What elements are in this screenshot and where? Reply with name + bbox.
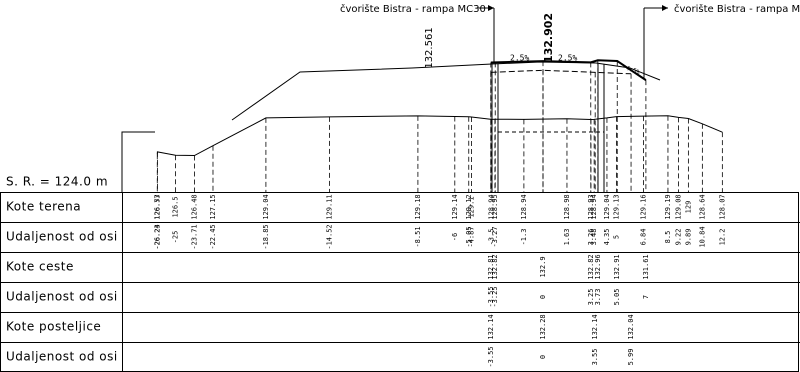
subgrade-levels: 132.14 (591, 314, 599, 339)
row-label: Kote ceste (6, 260, 74, 274)
row-label: Udaljenost od osi (6, 350, 118, 364)
subgrade-levels: 132.28 (539, 314, 547, 339)
row-label: Udaljenost od osi (6, 290, 118, 304)
road-offsets: 5.05 (613, 289, 621, 306)
terrain-offsets: -8.51 (414, 226, 422, 247)
row-label: Kote posteljice (6, 320, 101, 334)
terrain-levels: 129.08 (675, 194, 683, 219)
terrain-offsets: 10.84 (698, 226, 706, 247)
terrain-offsets: -1.3 (520, 229, 528, 246)
road-offsets: 3.73 (594, 289, 602, 306)
road-levels: 131.61 (642, 254, 650, 279)
terrain-offsets: -18.85 (262, 224, 270, 249)
terrain-offsets: 5 (613, 235, 621, 239)
level-center: 132.902 (542, 13, 555, 63)
existing-outline (232, 62, 660, 120)
terrain-levels: 129.04 (262, 194, 270, 219)
terrain-offsets: 12.2 (718, 229, 726, 246)
terrain-levels: 126.5 (172, 196, 180, 217)
terrain-levels: 129 (684, 201, 692, 214)
subgrade-offsets: 0 (539, 355, 547, 359)
terrain-offsets: 8.5 (664, 231, 672, 244)
datum-label: S. R. = 124.0 m (6, 175, 108, 189)
road-levels: 132.96 (594, 254, 602, 279)
terrain-offsets: -14.52 (326, 224, 334, 249)
terrain-levels: 128.07 (718, 194, 726, 219)
terrain-offsets: 9.22 (675, 229, 683, 246)
subgrade-levels: 132.14 (487, 314, 495, 339)
level-left: 132.561 (424, 27, 435, 68)
terrain-levels: 128.94 (590, 194, 598, 219)
terrain-levels: 129.19 (664, 194, 672, 219)
road-offsets: 0 (539, 295, 547, 299)
terrain-offsets: -3.27 (491, 226, 499, 247)
subgrade-offsets: 5.99 (627, 349, 635, 366)
arrow-head (662, 5, 668, 11)
left-edge (122, 132, 155, 192)
subgrade-line (491, 70, 631, 74)
road-offsets: 7 (642, 295, 650, 299)
cross-section: čvorište Bistra - rampa MC30 čvorište Bi… (0, 0, 800, 372)
road-levels: 132.9 (539, 256, 547, 277)
terrain-line (157, 116, 722, 156)
terrain-levels: 129.1 (467, 196, 475, 217)
road-levels: 132.91 (613, 254, 621, 279)
terrain-levels: 126.48 (190, 194, 198, 219)
row-label: Kote terena (6, 200, 81, 214)
terrain-offsets: 4.35 (603, 229, 611, 246)
road-offsets: -3.25 (491, 286, 499, 307)
terrain-offsets: -23.71 (190, 224, 198, 249)
terrain-offsets: -6 (451, 233, 459, 241)
terrain-offsets: 3.48 (590, 229, 598, 246)
subgrade-offsets: -3.55 (487, 346, 495, 367)
terrain-levels: 129.13 (613, 194, 621, 219)
terrain-levels: 129.11 (326, 194, 334, 219)
terrain-levels: 126.73 (153, 194, 161, 219)
terrain-levels: 129.18 (414, 194, 422, 219)
subgrade-levels: 132.04 (627, 314, 635, 339)
terrain-offsets: 9.89 (684, 229, 692, 246)
terrain-offsets: -22.45 (209, 224, 217, 249)
terrain-levels: 128.64 (698, 194, 706, 219)
terrain-offsets: 6.84 (640, 229, 648, 246)
terrain-offsets: -4.87 (467, 226, 475, 247)
terrain-levels: 127.15 (209, 194, 217, 219)
road-levels: 132.82 (491, 254, 499, 279)
terrain-offsets: 1.63 (563, 229, 571, 246)
note-left: čvorište Bistra - rampa MC30 (340, 3, 486, 15)
terrain-offsets: -26.23 (153, 224, 161, 249)
terrain-levels: 128.98 (563, 194, 571, 219)
terrain-offsets: -25 (172, 231, 180, 244)
terrain-levels: 129.04 (603, 194, 611, 219)
terrain-levels: 128.95 (491, 194, 499, 219)
terrain-levels: 129.16 (640, 194, 648, 219)
note-right: čvorište Bistra - rampa MC40 (674, 3, 800, 15)
subgrade-offsets: 3.55 (591, 349, 599, 366)
row-label: Udaljenost od osi (6, 230, 118, 244)
arrow-head (488, 5, 494, 11)
terrain-levels: 128.94 (520, 194, 528, 219)
terrain-levels: 129.14 (451, 194, 459, 219)
